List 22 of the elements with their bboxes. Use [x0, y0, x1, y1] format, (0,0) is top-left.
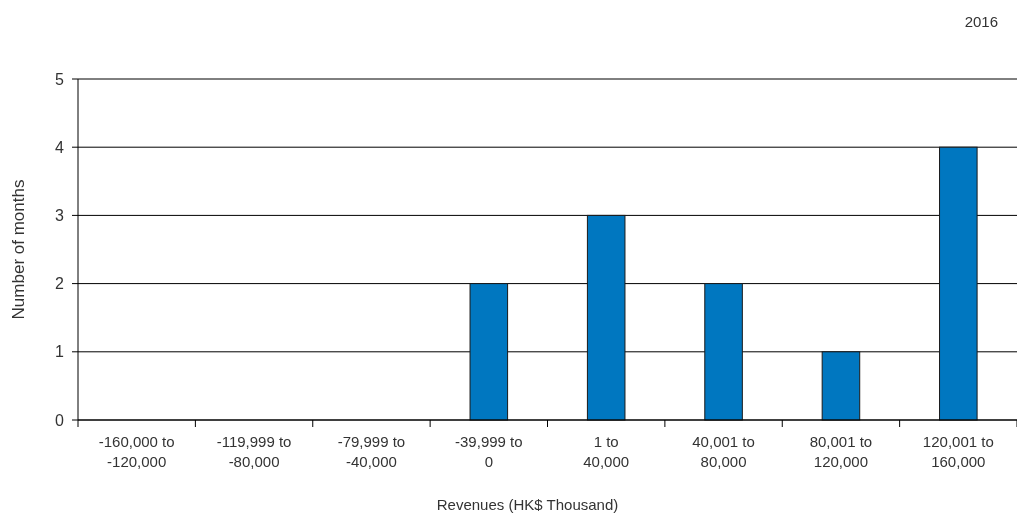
x-tick-label: -79,999 to -40,000 [337, 433, 406, 470]
x-tick-label: 40,001 to 80,000 [692, 433, 755, 470]
y-tick-label: 5 [55, 70, 65, 88]
y-tick-label: 1 [55, 343, 65, 361]
x-tick-label: 80,001 to 120,000 [809, 433, 873, 470]
y-tick-label: 3 [55, 207, 65, 224]
x-tick-label: -160,000 to -120,000 [98, 433, 175, 470]
y-tick-label: 2 [55, 275, 65, 293]
bar [821, 351, 861, 421]
bar [469, 283, 509, 421]
y-tick-label: 4 [55, 138, 65, 156]
x-tick-label: -39,999 to 0 [455, 433, 523, 470]
x-axis-title: Revenues (HK$ Thousand) [436, 496, 619, 513]
bar [704, 283, 743, 421]
y-axis-title: Number of months [9, 179, 28, 320]
bar [586, 214, 626, 421]
bar [939, 146, 978, 421]
x-tick-label: 120,001 to 160,000 [922, 433, 994, 470]
y-tick-label: 0 [55, 411, 65, 429]
x-tick-label: 1 to 40,000 [583, 433, 630, 470]
x-tick-label: -119,999 to -80,000 [216, 433, 292, 470]
chart-title: 2016 [964, 13, 998, 30]
